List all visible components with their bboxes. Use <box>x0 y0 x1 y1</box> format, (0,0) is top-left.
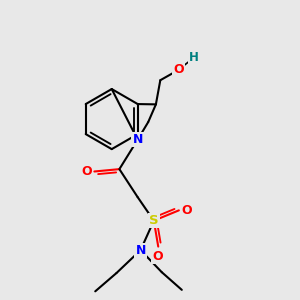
Text: O: O <box>82 165 92 178</box>
Text: S: S <box>149 214 159 227</box>
Text: O: O <box>152 250 163 262</box>
Text: N: N <box>132 133 143 146</box>
Text: H: H <box>189 51 199 64</box>
Text: O: O <box>182 204 192 217</box>
Text: N: N <box>135 244 146 256</box>
Text: O: O <box>173 63 184 76</box>
